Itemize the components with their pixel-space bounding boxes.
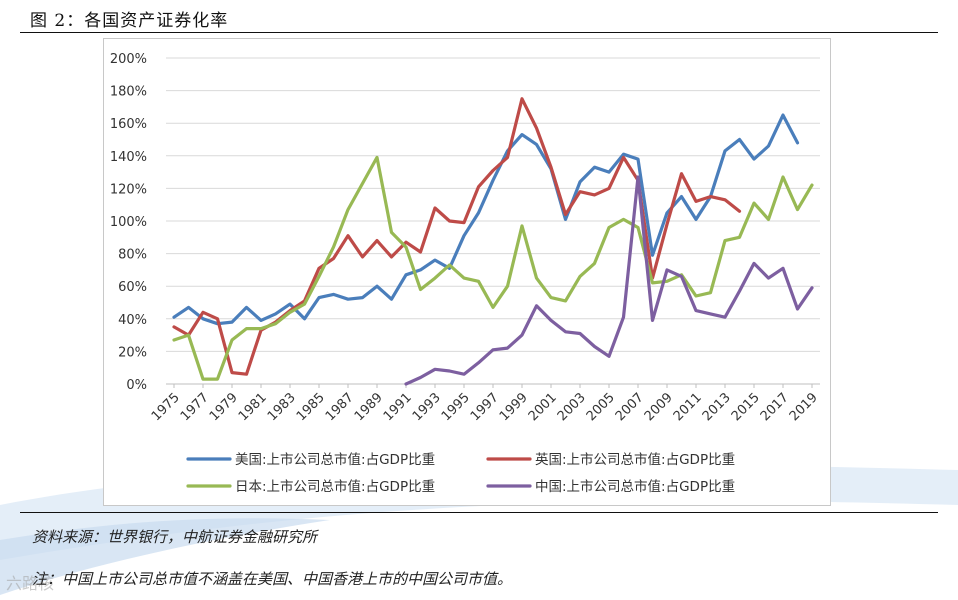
x-tick-label: 1987 xyxy=(323,390,357,424)
series-line-japan xyxy=(172,155,814,381)
y-tick-label: 140% xyxy=(110,150,147,165)
y-tick-label: 80% xyxy=(118,248,147,263)
watermark: 六路核 xyxy=(6,574,55,593)
line-chart: 0% 20% 40% 60% 80% 100% 120% 140% 160% 180% 200% 19… xyxy=(110,52,821,495)
x-tick-label: 2011 xyxy=(671,390,705,424)
legend-label-china: 中国:上市公司总市值:占GDP比重 xyxy=(535,478,735,495)
x-tick-label: 2013 xyxy=(700,390,734,424)
y-tick-label: 200% xyxy=(110,52,147,67)
x-tick-label: 1991 xyxy=(381,390,415,424)
x-tick-label: 1997 xyxy=(468,390,502,424)
series-line-us xyxy=(172,113,800,326)
x-tick-label: 1983 xyxy=(265,390,299,424)
x-tick-label: 1995 xyxy=(439,390,473,424)
x-tick-label: 1981 xyxy=(236,390,270,424)
legend-label-uk: 英国:上市公司总市值:占GDP比重 xyxy=(535,451,735,468)
x-tick-label: 2003 xyxy=(555,390,589,424)
x-tick-label: 1989 xyxy=(352,390,386,424)
chart-container: 0% 20% 40% 60% 80% 100% 120% 140% 160% 180% 200% 19… xyxy=(103,38,831,506)
x-tick-label: 1985 xyxy=(294,390,328,424)
source-text: 资料来源：世界银行，中航证券金融研究所 xyxy=(32,528,318,546)
x-tick-label: 2015 xyxy=(729,390,763,424)
y-tick-label: 180% xyxy=(110,85,147,100)
series-line-uk xyxy=(172,97,742,376)
y-tick-label: 0% xyxy=(126,378,147,393)
footnote-text: 注：中国上市公司总市值不涵盖在美国、中国香港上市的中国公司市值。 xyxy=(32,570,513,588)
x-tick-label: 1999 xyxy=(497,390,531,424)
series-line-china xyxy=(404,175,814,386)
legend-label-us: 美国:上市公司总市值:占GDP比重 xyxy=(235,451,435,468)
x-tick-label: 2005 xyxy=(584,390,618,424)
x-tick-label: 2019 xyxy=(787,390,821,424)
x-tick-label: 1975 xyxy=(149,390,183,424)
x-tick-label: 1979 xyxy=(207,390,241,424)
y-tick-label: 40% xyxy=(118,313,147,328)
figure-title: 图 2：各国资产证券化率 xyxy=(30,11,229,31)
top-divider xyxy=(20,32,938,33)
x-tick-label: 2001 xyxy=(526,390,560,424)
x-tick-label: 1977 xyxy=(178,390,212,424)
bottom-divider xyxy=(20,512,938,513)
x-tick-label: 2007 xyxy=(613,390,647,424)
y-tick-label: 60% xyxy=(118,280,147,295)
y-tick-label: 120% xyxy=(110,182,147,197)
x-tick-label: 1993 xyxy=(410,390,444,424)
y-tick-label: 20% xyxy=(118,345,147,360)
legend-label-japan: 日本:上市公司总市值:占GDP比重 xyxy=(235,478,435,495)
x-tick-label: 2017 xyxy=(758,390,792,424)
y-tick-label: 100% xyxy=(110,215,147,230)
x-tick-label: 2009 xyxy=(642,390,676,424)
y-tick-label: 160% xyxy=(110,117,147,132)
